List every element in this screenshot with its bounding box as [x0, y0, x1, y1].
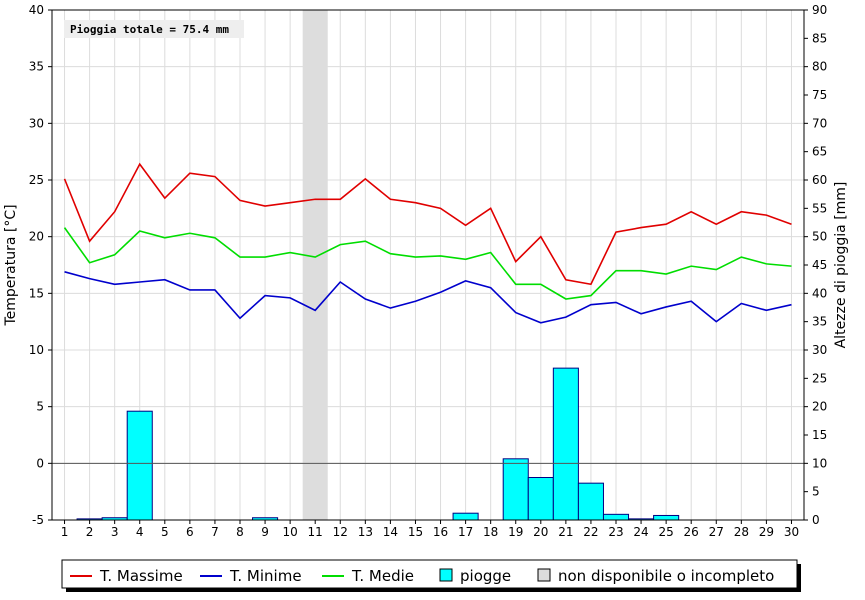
legend-piogge-label: piogge — [460, 567, 511, 585]
y-tick-label: 10 — [29, 343, 44, 357]
y2-tick-label: 70 — [812, 116, 827, 130]
x-tick-label: 22 — [583, 525, 598, 539]
y-tick-label: 30 — [29, 116, 44, 130]
y2-tick-label: 55 — [812, 201, 827, 215]
y2-tick-label: 75 — [812, 88, 827, 102]
annotation-text: Pioggia totale = 75.4 mm — [70, 23, 229, 36]
y-tick-label: -5 — [32, 513, 44, 527]
y2-tick-label: 10 — [812, 456, 827, 470]
y-tick-label: 40 — [29, 3, 44, 17]
x-tick-label: 12 — [333, 525, 348, 539]
annotation-box: Pioggia totale = 75.4 mm — [64, 20, 244, 38]
x-tick-label: 23 — [608, 525, 623, 539]
x-tick-label: 15 — [408, 525, 423, 539]
x-tick-label: 24 — [633, 525, 648, 539]
rain-bar — [502, 458, 529, 521]
y2-tick-label: 60 — [812, 173, 827, 187]
y2-tick-label: 45 — [812, 258, 827, 272]
unavailable-band — [302, 10, 328, 520]
rain-bars — [76, 367, 680, 521]
y-tick-label: 25 — [29, 173, 44, 187]
x-tick-label: 26 — [684, 525, 699, 539]
x-tick-label: 1 — [61, 525, 69, 539]
y2-tick-label: 85 — [812, 31, 827, 45]
y2-axis-title: Altezze di pioggia [mm] — [833, 182, 849, 349]
rain-bar — [653, 514, 680, 521]
y-tick-label: 0 — [36, 456, 44, 470]
y2-tick-label: 50 — [812, 230, 827, 244]
y2-tick-label: 90 — [812, 3, 827, 17]
y2-tick-label: 80 — [812, 60, 827, 74]
x-tick-label: 3 — [111, 525, 119, 539]
y2-tick-label: 35 — [812, 315, 827, 329]
x-tick-label: 6 — [186, 525, 194, 539]
unavailable-bands — [302, 10, 328, 520]
rain-bar — [527, 477, 554, 521]
x-tick-label: 21 — [558, 525, 573, 539]
y2-tick-label: 30 — [812, 343, 827, 357]
legend-non-disponibile-o-incompleto-label: non disponibile o incompleto — [558, 567, 774, 585]
y2-tick-label: 5 — [812, 485, 820, 499]
x-tick-label: 25 — [658, 525, 673, 539]
rain-bar — [552, 367, 579, 521]
legend-t-massime-label: T. Massime — [99, 567, 183, 585]
series-line-t-massime — [63, 162, 792, 286]
y2-tick-label: 65 — [812, 145, 827, 159]
y-tick-label: 5 — [36, 400, 44, 414]
x-tick-label: 4 — [136, 525, 144, 539]
y-tick-label: 15 — [29, 286, 44, 300]
x-tick-label: 2 — [86, 525, 94, 539]
x-tick-label: 27 — [709, 525, 724, 539]
x-tick-label: 28 — [734, 525, 749, 539]
x-tick-label: 19 — [508, 525, 523, 539]
y-axis-title: Temperatura [°C] — [3, 204, 19, 326]
x-tick-label: 9 — [261, 525, 269, 539]
y-tick-label: 35 — [29, 60, 44, 74]
x-tick-label: 20 — [533, 525, 548, 539]
rain-bar — [602, 513, 630, 521]
x-tick-label: 10 — [282, 525, 297, 539]
legend-t-medie-label: T. Medie — [351, 567, 414, 585]
legend-piogge-swatch — [439, 568, 453, 582]
legend-t-minime-label: T. Minime — [229, 567, 302, 585]
legend-box — [61, 559, 798, 589]
legend-non-disponibile-o-incompleto-swatch — [537, 568, 551, 582]
x-tick-label: 30 — [784, 525, 799, 539]
annotation-background — [64, 20, 244, 38]
x-tick-label: 7 — [211, 525, 219, 539]
y2-tick-label: 25 — [812, 371, 827, 385]
x-tick-label: 29 — [759, 525, 774, 539]
temperature-lines — [63, 162, 792, 324]
y2-tick-label: 20 — [812, 400, 827, 414]
x-tick-label: 11 — [308, 525, 323, 539]
y2-tick-label: 40 — [812, 286, 827, 300]
rain-bar — [452, 512, 479, 521]
series-line-t-minime — [64, 271, 792, 324]
legend: T. Massime T. Minime T. Medie piogge non dis… — [61, 559, 801, 592]
y2-tick-label: 0 — [812, 513, 820, 527]
x-tick-label: 14 — [383, 525, 398, 539]
x-tick-label: 17 — [458, 525, 473, 539]
rain-bar — [126, 410, 153, 521]
grid — [52, 9, 804, 521]
rain-bar — [577, 482, 604, 521]
x-tick-label: 8 — [236, 525, 244, 539]
y-tick-label: 20 — [29, 230, 44, 244]
x-tick-label: 13 — [358, 525, 373, 539]
x-tick-label: 16 — [433, 525, 448, 539]
axis-ticks: -505101520253035400510152025303540455055… — [29, 3, 828, 539]
y2-tick-label: 15 — [812, 428, 827, 442]
series-line-t-medie — [63, 227, 792, 300]
x-tick-label: 5 — [161, 525, 169, 539]
x-tick-label: 18 — [483, 525, 498, 539]
